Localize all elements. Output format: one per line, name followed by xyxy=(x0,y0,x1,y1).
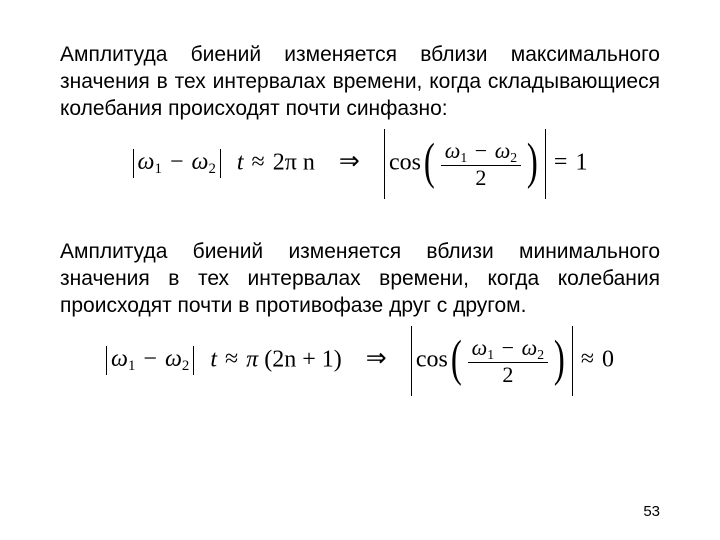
lparen-small: ( xyxy=(264,346,272,372)
page-number: 53 xyxy=(643,503,660,520)
omega-2: ω xyxy=(191,149,208,175)
approx-3: ≈ xyxy=(579,346,596,372)
var-t-2: t xyxy=(210,346,217,372)
paragraph-max: Амплитуда биений изменяется вблизи макси… xyxy=(60,42,660,123)
two-pi-n: 2π n xyxy=(273,149,315,175)
paragraph-min: Амплитуда биений изменяется вблизи миним… xyxy=(60,239,660,320)
sub-1b: 1 xyxy=(128,358,135,374)
zero-2: 0 xyxy=(602,346,614,372)
sub-2: 2 xyxy=(208,161,215,177)
frac-o1: ω xyxy=(445,138,461,163)
frac-den-2: 2 xyxy=(468,363,548,386)
implies-2: ⇒ xyxy=(348,345,405,372)
abs-omega-diff-2: ω1 − ω2 xyxy=(106,346,194,375)
lparen-1: ( xyxy=(424,144,435,179)
rparen-small: ) xyxy=(334,346,342,372)
frac-2: ω1 − ω2 2 xyxy=(468,336,548,386)
slide: Амплитуда биений изменяется вблизи макси… xyxy=(0,0,720,540)
one-1: 1 xyxy=(575,149,587,175)
approx-1: ≈ xyxy=(250,149,267,175)
abs-cos-2: cos( ω1 − ω2 2 ) xyxy=(411,326,573,396)
var-t-1: t xyxy=(237,149,244,175)
frac-1: ω1 − ω2 2 xyxy=(441,139,521,189)
approx-2: ≈ xyxy=(223,346,240,372)
frac-o2: ω xyxy=(495,138,511,163)
frac2-s1: 1 xyxy=(487,346,494,361)
frac-den-1: 2 xyxy=(441,166,521,189)
cos-2: cos xyxy=(416,346,448,372)
omega-2b: ω xyxy=(165,346,182,372)
sub-1: 1 xyxy=(155,161,162,177)
abs-cos-1: cos( ω1 − ω2 2 ) xyxy=(384,129,546,199)
frac2-o1: ω xyxy=(472,335,488,360)
omega-1b: ω xyxy=(111,346,128,372)
frac2-o2: ω xyxy=(522,335,538,360)
rparen-2: ) xyxy=(554,341,565,376)
pi-2: π xyxy=(246,346,258,372)
omega-1: ω xyxy=(138,149,155,175)
sub-2b: 2 xyxy=(182,358,189,374)
implies-1: ⇒ xyxy=(321,148,378,175)
spacer xyxy=(60,213,660,239)
lparen-2: ( xyxy=(451,341,462,376)
formula-anti-phase: ω1 − ω2 t ≈ π (2n + 1) ⇒ cos( ω1 − ω2 2 … xyxy=(60,326,660,396)
frac-s2: 2 xyxy=(510,149,517,164)
rparen-1: ) xyxy=(527,144,538,179)
frac-s1: 1 xyxy=(460,149,467,164)
frac2-minus: − xyxy=(500,335,516,360)
frac2-s2: 2 xyxy=(537,346,544,361)
minus-1: − xyxy=(168,149,186,175)
cos-1: cos xyxy=(389,149,421,175)
abs-omega-diff-1: ω1 − ω2 xyxy=(133,149,221,178)
formula-in-phase: ω1 − ω2 t ≈ 2π n ⇒ cos( ω1 − ω2 2 ) = 1 xyxy=(60,129,660,199)
frac-minus: − xyxy=(473,138,489,163)
equals-1: = xyxy=(552,149,570,175)
two-n-plus-1: 2n + 1 xyxy=(272,346,334,372)
minus-2: − xyxy=(141,346,159,372)
